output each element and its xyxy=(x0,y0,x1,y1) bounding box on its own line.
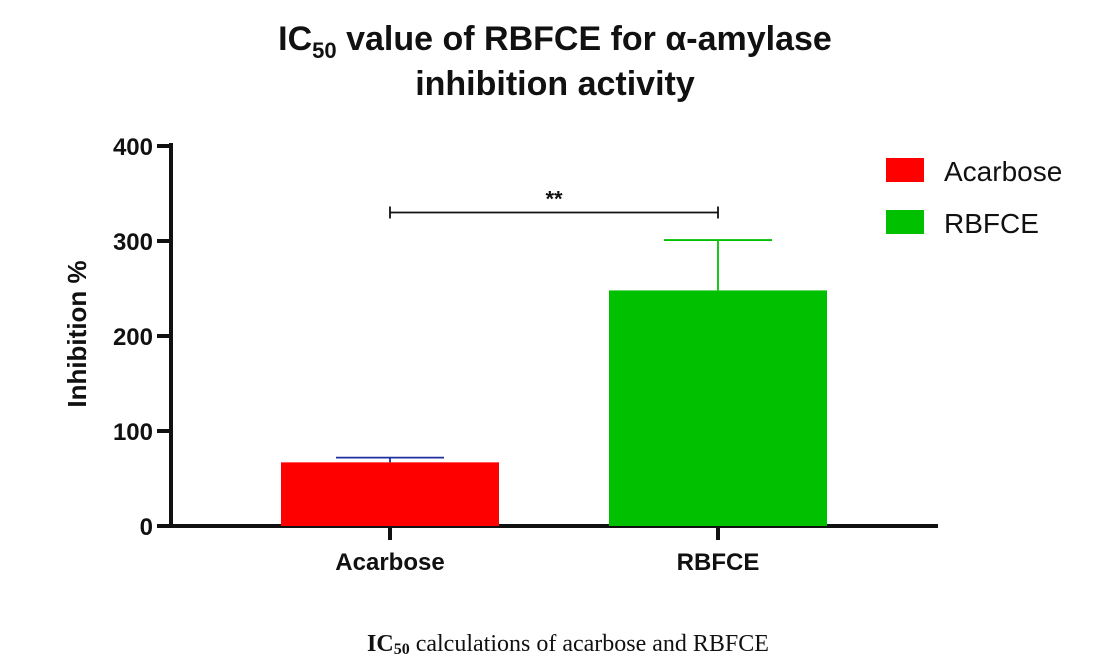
chart-title-line-1: IC50 value of RBFCE for α-amylase xyxy=(278,20,832,63)
legend-label-acarbose: Acarbose xyxy=(944,156,1062,187)
x-ticks-group: Acarbose RBFCE xyxy=(335,526,759,576)
y-tick-label-0: 0 xyxy=(140,514,153,541)
x-tick-label-rbfce: RBFCE xyxy=(677,549,760,576)
chart-title-line-2: inhibition activity xyxy=(415,65,695,103)
x-tick-label-acarbose: Acarbose xyxy=(335,549,444,576)
bar-rbfce xyxy=(609,290,827,526)
y-ticks-group: 0 100 200 300 400 xyxy=(113,134,171,541)
caption-prefix: IC xyxy=(367,631,394,657)
caption-rest: calculations of acarbose and RBFCE xyxy=(410,631,769,657)
chart-title-rest: value of RBFCE for α-amylase xyxy=(337,20,832,58)
error-bars-group xyxy=(336,239,772,463)
legend-label-rbfce: RBFCE xyxy=(944,208,1039,239)
figure-caption: IC50 calculations of acarbose and RBFCE xyxy=(367,631,769,658)
y-tick-label-2: 200 xyxy=(113,324,153,351)
chart-title-prefix: IC xyxy=(278,20,312,58)
significance-label: ** xyxy=(545,187,563,212)
y-tick-label-1: 100 xyxy=(113,419,153,446)
legend: Acarbose RBFCE xyxy=(886,156,1062,239)
legend-swatch-acarbose xyxy=(886,158,924,182)
bar-acarbose xyxy=(281,462,499,526)
caption-subscript: 50 xyxy=(394,641,410,658)
y-tick-label-3: 300 xyxy=(113,229,153,256)
y-axis-label: Inhibition % xyxy=(62,260,92,407)
chart-title-subscript: 50 xyxy=(312,38,336,63)
legend-swatch-rbfce xyxy=(886,210,924,234)
bars-group xyxy=(281,290,827,526)
y-tick-label-4: 400 xyxy=(113,134,153,161)
significance-bracket: ** xyxy=(389,187,719,219)
